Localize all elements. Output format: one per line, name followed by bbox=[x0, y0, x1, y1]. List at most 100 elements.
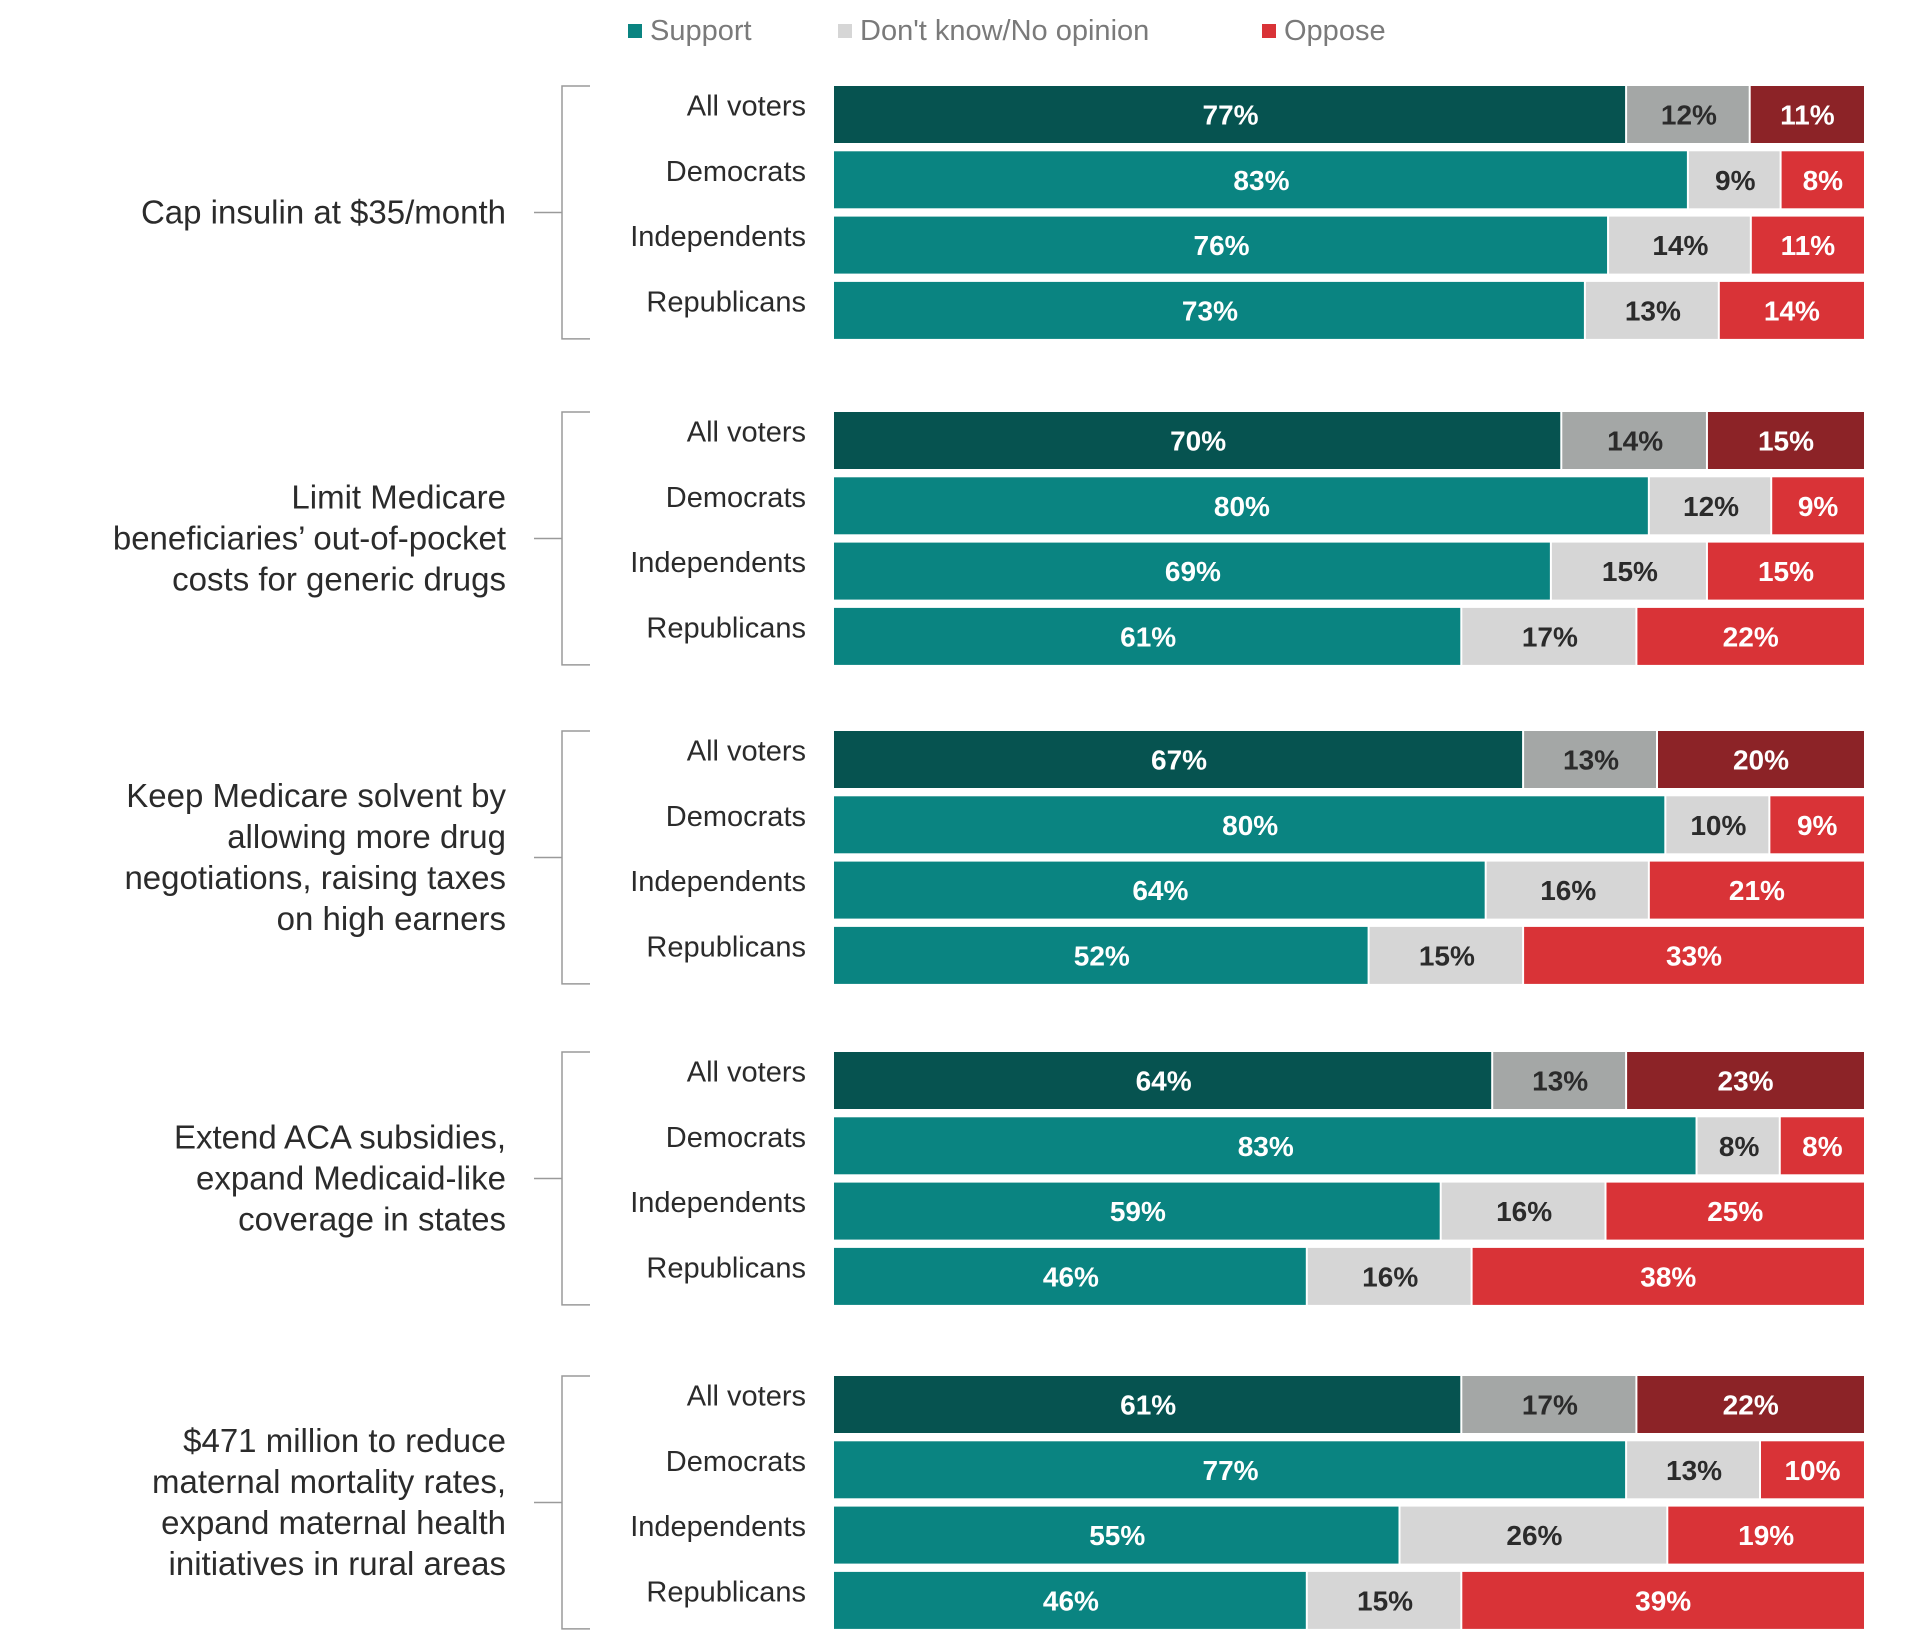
group-title-line: Limit Medicare bbox=[291, 478, 506, 515]
bar-segment-oppose bbox=[1606, 1182, 1864, 1240]
row-label-republicans: Republicans bbox=[646, 286, 806, 318]
row-all-voters: All voters 67% 13% 20% bbox=[687, 731, 1864, 788]
row-label-republicans: Republicans bbox=[646, 1576, 806, 1608]
row-label-democrats: Democrats bbox=[666, 1122, 806, 1154]
value-label-dont-know: 13% bbox=[1563, 745, 1619, 776]
bar-segment-dont-know bbox=[1524, 731, 1656, 788]
bar-segment-dont-know bbox=[1551, 542, 1706, 600]
value-label-support: 55% bbox=[1089, 1520, 1145, 1551]
value-label-support: 64% bbox=[1136, 1066, 1192, 1097]
bar-segment-oppose bbox=[1761, 1441, 1864, 1499]
row-independents: Independents 59% 16% 25% bbox=[630, 1182, 1864, 1240]
row-republicans: Republicans 61% 17% 22% bbox=[646, 607, 1864, 665]
value-label-support: 80% bbox=[1214, 491, 1270, 522]
row-label-republicans: Republicans bbox=[646, 612, 806, 644]
group-title-line: expand maternal health bbox=[161, 1504, 506, 1541]
value-label-dont-know: 17% bbox=[1522, 1390, 1578, 1421]
group-title-line: Keep Medicare solvent by bbox=[126, 777, 506, 814]
group-title-line: coverage in states bbox=[238, 1200, 506, 1237]
bar-segment-support bbox=[834, 281, 1584, 339]
row-label-democrats: Democrats bbox=[666, 1446, 806, 1478]
row-label-independents: Independents bbox=[630, 1187, 806, 1219]
value-label-support: 61% bbox=[1120, 1390, 1176, 1421]
bar-segment-support bbox=[834, 861, 1485, 919]
value-label-oppose: 19% bbox=[1738, 1520, 1794, 1551]
bar-segment-oppose bbox=[1750, 86, 1864, 143]
value-label-dont-know: 14% bbox=[1652, 230, 1708, 261]
bar-segment-support bbox=[834, 1571, 1306, 1629]
bar-segment-dont-know bbox=[1688, 151, 1780, 209]
row-all-voters: All voters 77% 12% 11% bbox=[687, 86, 1864, 143]
group-3: Keep Medicare solvent by allowing more dr… bbox=[124, 730, 1864, 985]
group-1: Cap insulin at $35/month All voters 77% 12%… bbox=[141, 85, 1864, 340]
row-label-independents: Independents bbox=[630, 221, 806, 253]
group-2: Limit Medicare beneficiaries’ out-of-pock… bbox=[113, 411, 1864, 666]
bar-segment-dont-know bbox=[1486, 861, 1648, 919]
bar-segment-dont-know bbox=[1400, 1506, 1667, 1564]
bar-segment-support bbox=[834, 796, 1665, 854]
bar-segment-oppose bbox=[1781, 151, 1864, 209]
row-democrats: Democrats 77% 13% 10% bbox=[666, 1441, 1864, 1499]
row-democrats: Democrats 83% 8% 8% bbox=[666, 1117, 1864, 1175]
chart-legend: Support Don't know/No opinion Oppose bbox=[628, 15, 1386, 47]
legend-swatch-support bbox=[628, 24, 642, 38]
value-label-oppose: 22% bbox=[1723, 621, 1779, 652]
bar-segment-support bbox=[834, 86, 1626, 143]
value-label-support: 46% bbox=[1043, 1585, 1099, 1616]
value-label-dont-know: 9% bbox=[1715, 165, 1756, 196]
row-label-independents: Independents bbox=[630, 547, 806, 579]
group-title-line: costs for generic drugs bbox=[172, 560, 506, 597]
value-label-dont-know: 15% bbox=[1357, 1585, 1413, 1616]
group-title-line: Cap insulin at $35/month bbox=[141, 193, 506, 230]
bar-segment-oppose bbox=[1780, 1117, 1864, 1175]
group-bracket bbox=[534, 1051, 590, 1306]
legend-label-oppose: Oppose bbox=[1284, 15, 1386, 47]
row-independents: Independents 55% 26% 19% bbox=[630, 1506, 1864, 1564]
bar-segment-dont-know bbox=[1462, 1376, 1636, 1433]
bar-segment-oppose bbox=[1637, 607, 1864, 665]
bar-segment-oppose bbox=[1772, 477, 1864, 535]
bar-segment-support bbox=[834, 1052, 1492, 1109]
group-5: $471 million to reduce maternal mortality… bbox=[152, 1375, 1864, 1630]
row-label-all-voters: All voters bbox=[687, 1057, 806, 1089]
bar-segment-dont-know bbox=[1562, 412, 1706, 469]
value-label-dont-know: 8% bbox=[1719, 1131, 1760, 1162]
row-label-democrats: Democrats bbox=[666, 482, 806, 514]
value-label-support: 46% bbox=[1043, 1261, 1099, 1292]
value-label-dont-know: 15% bbox=[1419, 940, 1475, 971]
bar-segment-support bbox=[834, 151, 1687, 209]
value-label-oppose: 11% bbox=[1781, 230, 1836, 261]
row-label-independents: Independents bbox=[630, 1511, 806, 1543]
row-independents: Independents 64% 16% 21% bbox=[630, 861, 1864, 919]
row-republicans: Republicans 73% 13% 14% bbox=[646, 281, 1864, 339]
legend-swatch-don-t-know-no-opinion bbox=[838, 24, 852, 38]
bar-segment-oppose bbox=[1751, 216, 1864, 274]
value-label-support: 64% bbox=[1132, 875, 1188, 906]
value-label-support: 77% bbox=[1203, 100, 1259, 131]
value-label-oppose: 14% bbox=[1764, 295, 1820, 326]
group-bracket bbox=[534, 411, 590, 666]
group-title-line: expand Medicaid-like bbox=[196, 1159, 506, 1196]
bar-segment-oppose bbox=[1462, 1571, 1864, 1629]
bar-segment-support bbox=[834, 1376, 1461, 1433]
bar-segment-oppose bbox=[1719, 281, 1864, 339]
bar-segment-support bbox=[834, 542, 1550, 600]
bar-segment-dont-know bbox=[1493, 1052, 1626, 1109]
row-label-republicans: Republicans bbox=[646, 931, 806, 963]
bar-segment-oppose bbox=[1770, 796, 1864, 854]
value-label-support: 76% bbox=[1194, 230, 1250, 261]
value-label-dont-know: 12% bbox=[1683, 491, 1739, 522]
group-bracket bbox=[534, 730, 590, 985]
value-label-oppose: 21% bbox=[1729, 875, 1785, 906]
legend-swatch-oppose bbox=[1262, 24, 1276, 38]
row-all-voters: All voters 70% 14% 15% bbox=[687, 412, 1864, 469]
legend-label-don-t-know-no-opinion: Don't know/No opinion bbox=[860, 15, 1149, 47]
value-label-dont-know: 13% bbox=[1666, 1455, 1722, 1486]
value-label-oppose: 8% bbox=[1802, 1131, 1843, 1162]
row-label-all-voters: All voters bbox=[687, 736, 806, 768]
value-label-oppose: 20% bbox=[1733, 745, 1789, 776]
value-label-support: 83% bbox=[1238, 1131, 1294, 1162]
group-bracket bbox=[534, 85, 590, 340]
group-title-line: initiatives in rural areas bbox=[169, 1545, 506, 1582]
